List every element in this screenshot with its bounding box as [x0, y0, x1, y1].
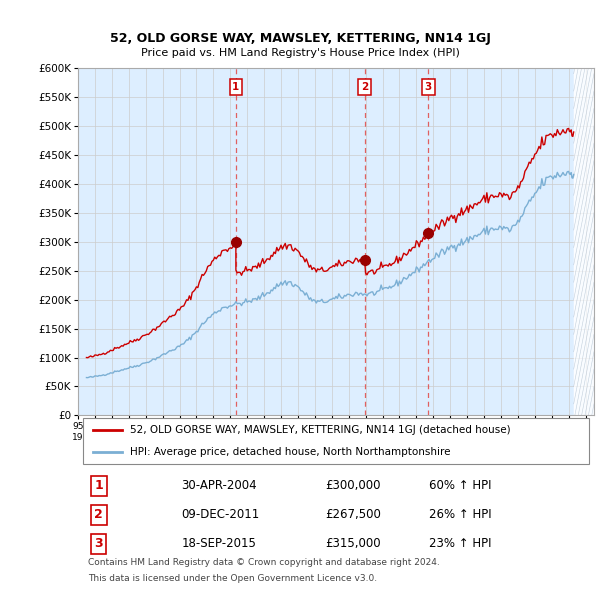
- Text: 30-APR-2004: 30-APR-2004: [181, 479, 257, 492]
- Text: 1: 1: [232, 82, 239, 92]
- Text: 52, OLD GORSE WAY, MAWSLEY, KETTERING, NN14 1GJ: 52, OLD GORSE WAY, MAWSLEY, KETTERING, N…: [110, 32, 490, 45]
- FancyBboxPatch shape: [83, 418, 589, 464]
- Text: 23% ↑ HPI: 23% ↑ HPI: [429, 537, 491, 550]
- Text: 3: 3: [94, 537, 103, 550]
- Text: 26% ↑ HPI: 26% ↑ HPI: [429, 509, 491, 522]
- Text: £267,500: £267,500: [326, 509, 382, 522]
- Text: 09-DEC-2011: 09-DEC-2011: [181, 509, 259, 522]
- Text: HPI: Average price, detached house, North Northamptonshire: HPI: Average price, detached house, Nort…: [130, 447, 450, 457]
- Text: Contains HM Land Registry data © Crown copyright and database right 2024.: Contains HM Land Registry data © Crown c…: [88, 558, 440, 567]
- Text: Price paid vs. HM Land Registry's House Price Index (HPI): Price paid vs. HM Land Registry's House …: [140, 48, 460, 58]
- Text: 2: 2: [361, 82, 368, 92]
- Text: 1: 1: [94, 479, 103, 492]
- Text: 60% ↑ HPI: 60% ↑ HPI: [429, 479, 491, 492]
- Text: £300,000: £300,000: [326, 479, 381, 492]
- Text: 3: 3: [425, 82, 432, 92]
- Text: This data is licensed under the Open Government Licence v3.0.: This data is licensed under the Open Gov…: [88, 575, 377, 584]
- Text: 52, OLD GORSE WAY, MAWSLEY, KETTERING, NN14 1GJ (detached house): 52, OLD GORSE WAY, MAWSLEY, KETTERING, N…: [130, 425, 510, 435]
- Text: 18-SEP-2015: 18-SEP-2015: [181, 537, 256, 550]
- Text: 2: 2: [94, 509, 103, 522]
- Text: £315,000: £315,000: [326, 537, 382, 550]
